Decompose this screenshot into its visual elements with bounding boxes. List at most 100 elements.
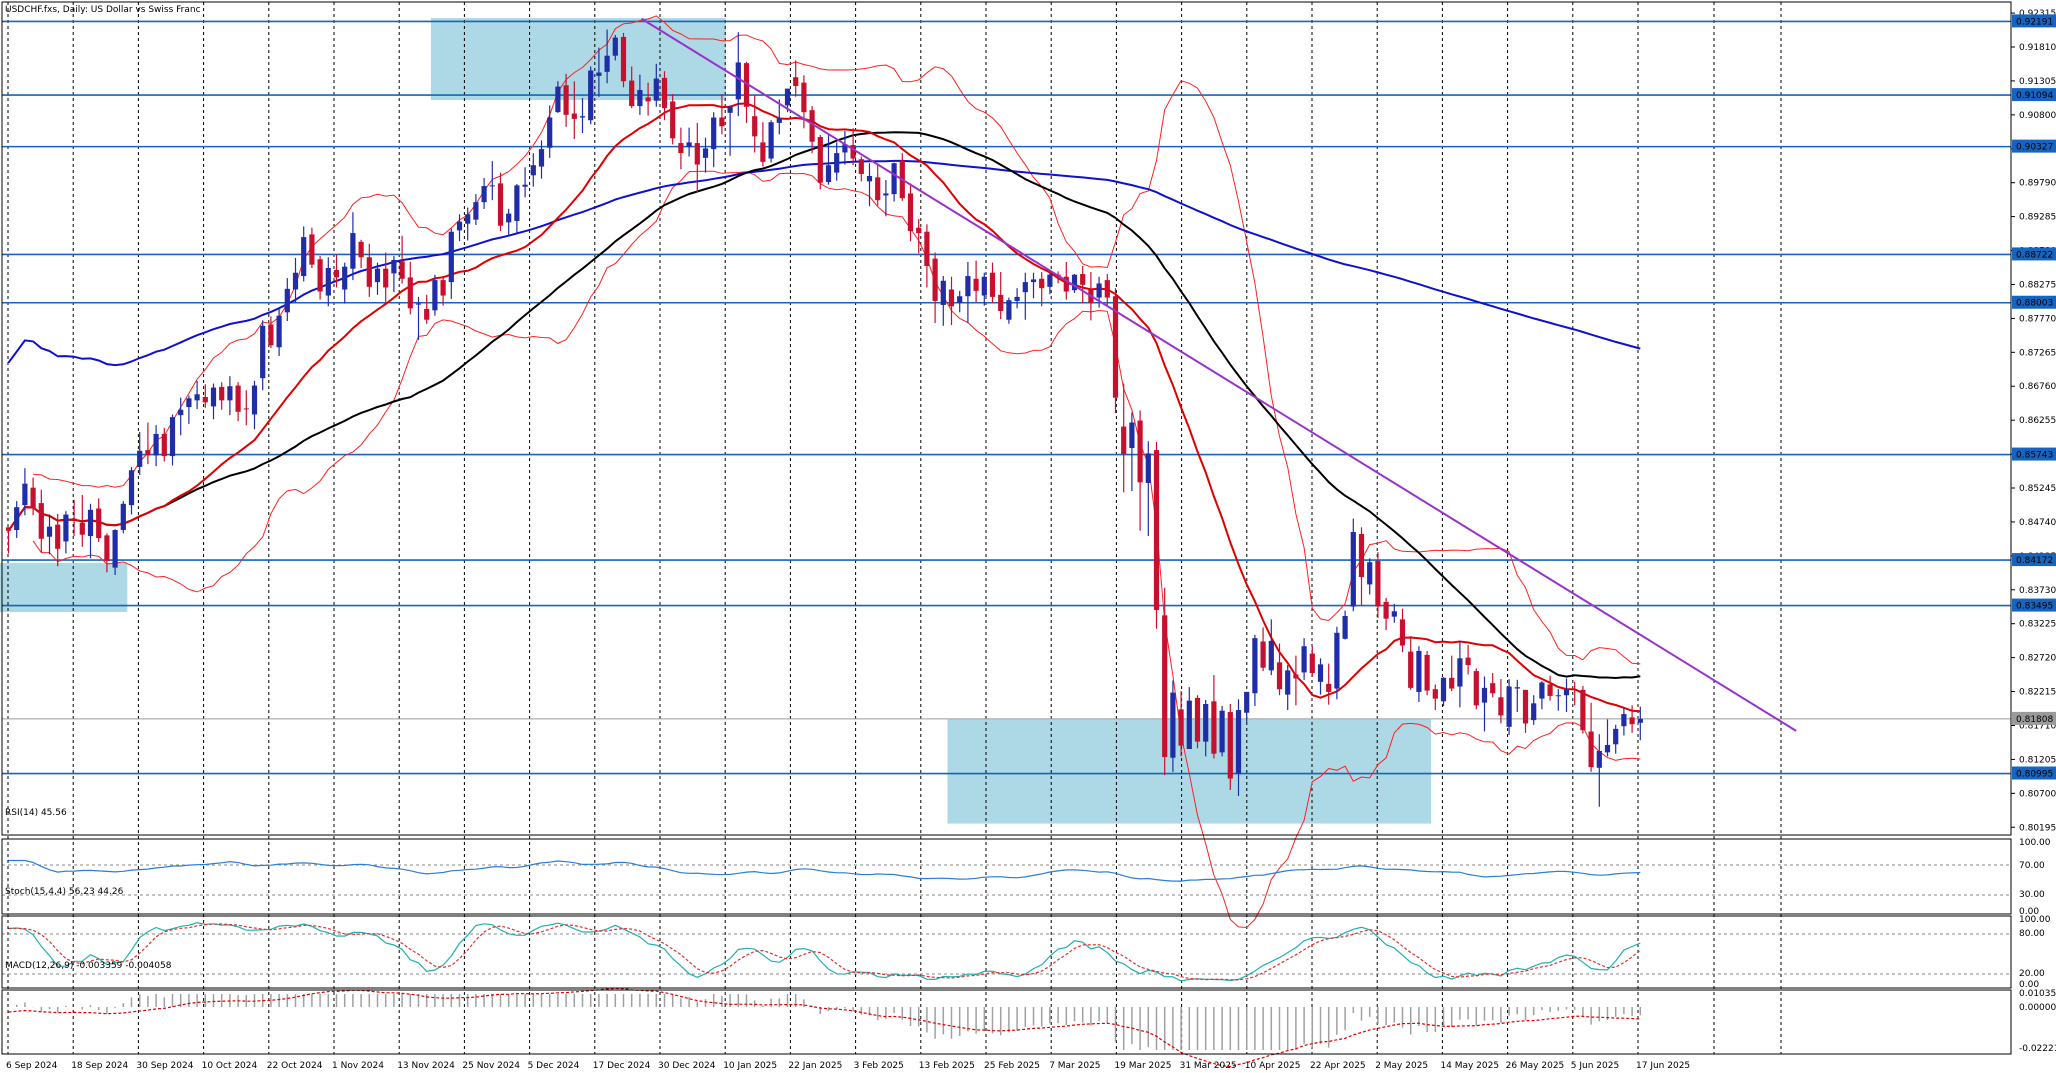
candle-body xyxy=(620,36,627,82)
rsi-label: RSI(14) 45.56 xyxy=(5,808,67,818)
candle-body xyxy=(1129,422,1135,449)
trendline xyxy=(641,17,1797,732)
candle-body xyxy=(1358,534,1365,578)
candle-body xyxy=(522,184,528,187)
candle-body xyxy=(1227,712,1233,779)
price-tag-label: 0.90327 xyxy=(2016,143,2053,153)
price-tag xyxy=(2012,598,2056,612)
candle-body xyxy=(1588,731,1594,768)
candle-body xyxy=(702,148,709,158)
candle-body xyxy=(907,193,914,232)
candle-body xyxy=(1145,453,1151,483)
candle-body xyxy=(743,63,750,107)
candle-body xyxy=(161,433,167,457)
candle-body xyxy=(948,289,955,307)
candle-body xyxy=(1014,296,1020,301)
y-tick-label: 0.91305 xyxy=(2019,77,2056,87)
candle-body xyxy=(1449,677,1455,689)
macd-signal-line xyxy=(8,987,1641,1068)
candle-body xyxy=(1367,562,1373,585)
candle-body xyxy=(776,118,782,123)
candle-body xyxy=(1153,450,1160,610)
y-tick-label: 0.80700 xyxy=(2019,789,2056,799)
candle-body xyxy=(1498,697,1504,716)
candle-body xyxy=(1203,703,1209,742)
x-tick-label: 25 Nov 2024 xyxy=(462,1061,520,1071)
stoch-signal-line xyxy=(8,923,1641,981)
candle-body xyxy=(563,85,569,115)
candle-body xyxy=(465,214,471,224)
candle-body xyxy=(1416,650,1422,692)
candle-body xyxy=(1580,689,1586,731)
candle-body xyxy=(932,258,938,301)
y-tick-label: 0.87265 xyxy=(2019,348,2056,358)
candle-body xyxy=(957,296,963,303)
candle-body xyxy=(1276,662,1283,690)
candle-body xyxy=(104,535,110,561)
candle-body xyxy=(1112,296,1119,398)
vertical-grid xyxy=(7,2,1782,1054)
shaded-zone xyxy=(0,562,128,612)
rsi-axis-label: 30.00 xyxy=(2019,890,2045,900)
price-tag-label: 0.81808 xyxy=(2016,715,2053,725)
x-tick-label: 22 Jan 2025 xyxy=(788,1061,842,1071)
candle-body xyxy=(1252,638,1258,694)
candle-body xyxy=(1440,677,1447,702)
candle-body xyxy=(178,409,184,416)
candle-body xyxy=(1457,658,1463,687)
candle-body xyxy=(1399,619,1406,646)
candle-body xyxy=(1432,689,1438,699)
y-tick-label: 0.85245 xyxy=(2019,484,2056,494)
candle-body xyxy=(235,385,241,412)
candle-body xyxy=(916,227,922,234)
candle-body xyxy=(1383,601,1389,619)
candle-body xyxy=(1039,278,1045,289)
x-tick-label: 2 May 2025 xyxy=(1375,1061,1428,1071)
x-tick-label: 10 Jan 2025 xyxy=(723,1061,777,1071)
candle-body xyxy=(694,143,700,165)
macd-label: MACD(12,26,9) -0.003359 -0.004058 xyxy=(5,961,172,971)
x-tick-label: 18 Sep 2024 xyxy=(71,1061,128,1071)
candle-body xyxy=(374,268,381,283)
candle-body xyxy=(1375,560,1381,607)
candle-body xyxy=(1137,420,1143,483)
candle-body xyxy=(473,202,479,220)
price-tag xyxy=(2012,139,2056,153)
x-tick-label: 19 Mar 2025 xyxy=(1114,1061,1171,1071)
candle-body xyxy=(670,101,676,139)
candle-body xyxy=(333,270,340,278)
candle-body xyxy=(14,507,20,530)
candle-body xyxy=(350,233,356,269)
candle-body xyxy=(1047,274,1053,287)
candle-body xyxy=(407,277,413,309)
candle-body xyxy=(202,396,208,403)
candle-body xyxy=(1604,744,1611,753)
candle-body xyxy=(1006,300,1012,320)
candle-body xyxy=(301,237,307,277)
price-tag-label: 0.84172 xyxy=(2016,556,2053,566)
candle-body xyxy=(145,450,151,456)
x-tick-label: 5 Jun 2025 xyxy=(1571,1061,1619,1071)
price-tag xyxy=(2012,14,2056,28)
candle-body xyxy=(1104,280,1110,298)
y-tick-label: 0.89285 xyxy=(2019,213,2056,223)
candle-body xyxy=(260,325,266,379)
candle-body xyxy=(1563,689,1570,696)
candle-body xyxy=(497,183,504,226)
candle-body xyxy=(1613,728,1619,745)
panel-frame xyxy=(1,989,2012,1055)
candle-body xyxy=(1178,709,1184,746)
candle-body xyxy=(440,280,446,296)
price-tag-label: 0.88722 xyxy=(2016,250,2053,260)
candle-body xyxy=(1285,670,1291,695)
candle-body xyxy=(87,509,94,537)
price-tag xyxy=(2012,766,2056,780)
candle-body xyxy=(998,294,1004,312)
panel-frame xyxy=(1,915,2012,989)
moving-averages-and-bands xyxy=(7,15,1641,929)
y-tick-label: 0.82720 xyxy=(2019,654,2056,664)
candle-body xyxy=(1539,682,1545,699)
candle-body xyxy=(71,518,77,520)
y-tick-label: 0.90800 xyxy=(2019,111,2056,121)
